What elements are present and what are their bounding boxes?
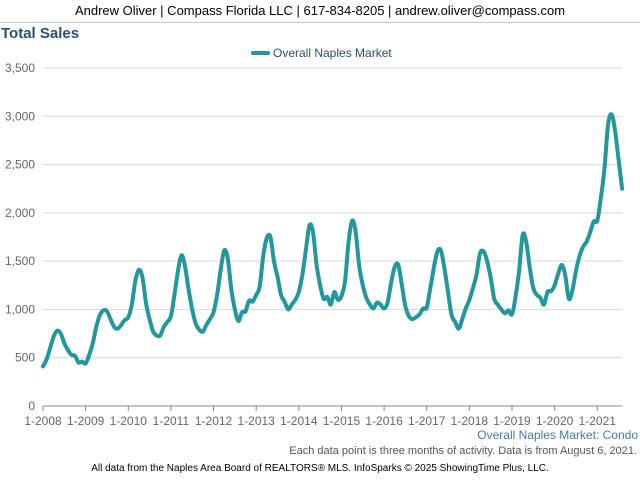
y-tick-label: 0: [28, 399, 35, 413]
x-tick-label: 1-2011: [153, 414, 190, 428]
data-note: Each data point is three months of activ…: [289, 445, 637, 457]
x-axis: 1-2008 1-2009 1-2010 1-2011 1-2012 1-2013 1-20…: [24, 406, 616, 428]
x-tick-label: 1-2013: [237, 414, 275, 428]
y-tick-label: 2,500: [5, 158, 35, 172]
x-tick-label: 1-2016: [365, 414, 403, 428]
y-tick-label: 2,000: [5, 206, 35, 220]
x-tick-label: 1-2012: [195, 414, 233, 428]
contact-header: Andrew Oliver | Compass Florida LLC | 61…: [0, 0, 640, 23]
x-tick-label: 1-2015: [323, 414, 361, 428]
series-line-overall-naples-market: [41, 112, 625, 369]
y-tick-label: 1,500: [5, 254, 35, 268]
gridlines: [43, 67, 622, 407]
x-tick-label: 1-2019: [493, 414, 531, 428]
legend[interactable]: Overall Naples Market: [251, 46, 392, 60]
x-tick-label: 1-2020: [536, 414, 574, 428]
y-tick-label: 3,500: [5, 61, 35, 75]
x-tick-label: 1-2008: [24, 414, 62, 428]
series-layer: [41, 112, 625, 369]
y-tick-label: 3,000: [5, 109, 35, 123]
legend-label[interactable]: Overall Naples Market: [273, 46, 392, 60]
x-tick-label: 1-2009: [67, 414, 105, 428]
contact-text: Andrew Oliver | Compass Florida LLC | 61…: [74, 3, 566, 18]
y-tick-label: 1,000: [5, 302, 35, 316]
x-tick-label: 1-2018: [451, 414, 489, 428]
y-tick-label: 500: [15, 351, 35, 365]
y-axis: 0 500 1,000 1,500 2,000 2,500 3,000 3,500: [5, 61, 35, 413]
x-tick-label: 1-2021: [579, 414, 617, 428]
chart-title: Total Sales: [1, 25, 80, 42]
footer-credit: All data from the Naples Area Board of R…: [91, 463, 549, 474]
x-tick-label: 1-2010: [110, 414, 148, 428]
x-tick-label: 1-2014: [280, 414, 318, 428]
x-tick-label: 1-2017: [408, 414, 446, 428]
chart-subtitle: Overall Naples Market: Condo: [477, 428, 638, 442]
